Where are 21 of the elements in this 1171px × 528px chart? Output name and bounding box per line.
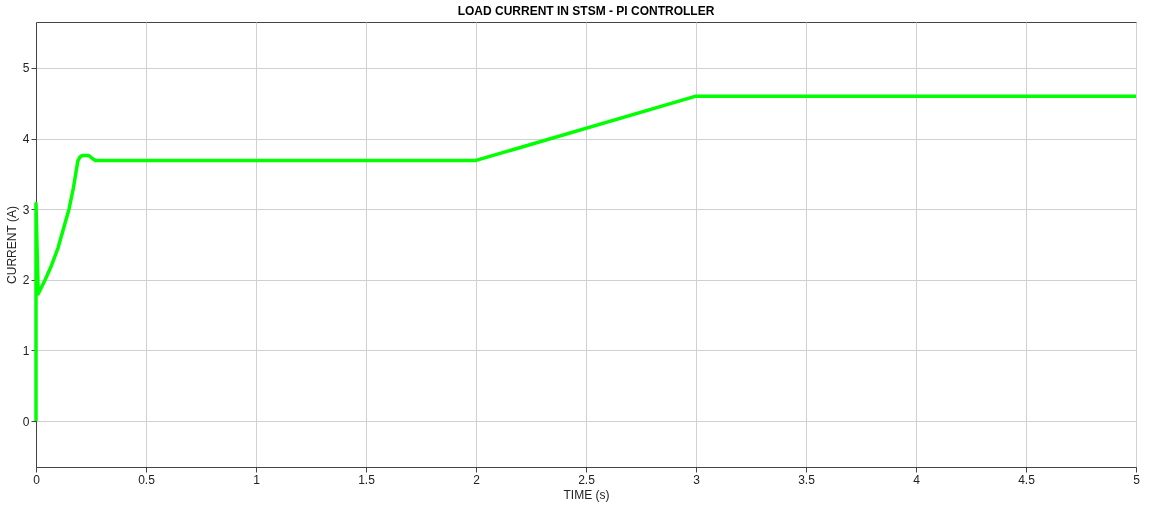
line-series: [34, 94, 1138, 423]
y-axis-title: CURRENT (A): [4, 206, 19, 284]
x-tick-label: 0.5: [138, 472, 156, 487]
x-tick-label: 4: [913, 472, 921, 487]
x-tick-label: 2.5: [578, 472, 596, 487]
y-tick-label: 4: [22, 132, 30, 147]
x-tick-label: 4.5: [1018, 472, 1036, 487]
y-tick-label: 2: [22, 273, 30, 288]
x-axis-title: TIME (s): [563, 487, 610, 502]
x-tick-label: 0: [33, 472, 41, 487]
x-tick-label: 1: [253, 472, 261, 487]
chart-title: LOAD CURRENT IN STSM - PI CONTROLLER: [457, 4, 715, 18]
x-tick-label: 2: [473, 472, 481, 487]
y-tick-label: 3: [22, 202, 30, 217]
x-tick-label: 3.5: [798, 472, 816, 487]
x-tick-label: 3: [693, 472, 701, 487]
y-tick-label: 1: [22, 343, 30, 358]
y-tick-label: 0: [22, 414, 30, 429]
y-tick-label: 5: [22, 61, 30, 76]
x-tick-label: 1.5: [358, 472, 376, 487]
x-tick-label: 5: [1133, 472, 1141, 487]
